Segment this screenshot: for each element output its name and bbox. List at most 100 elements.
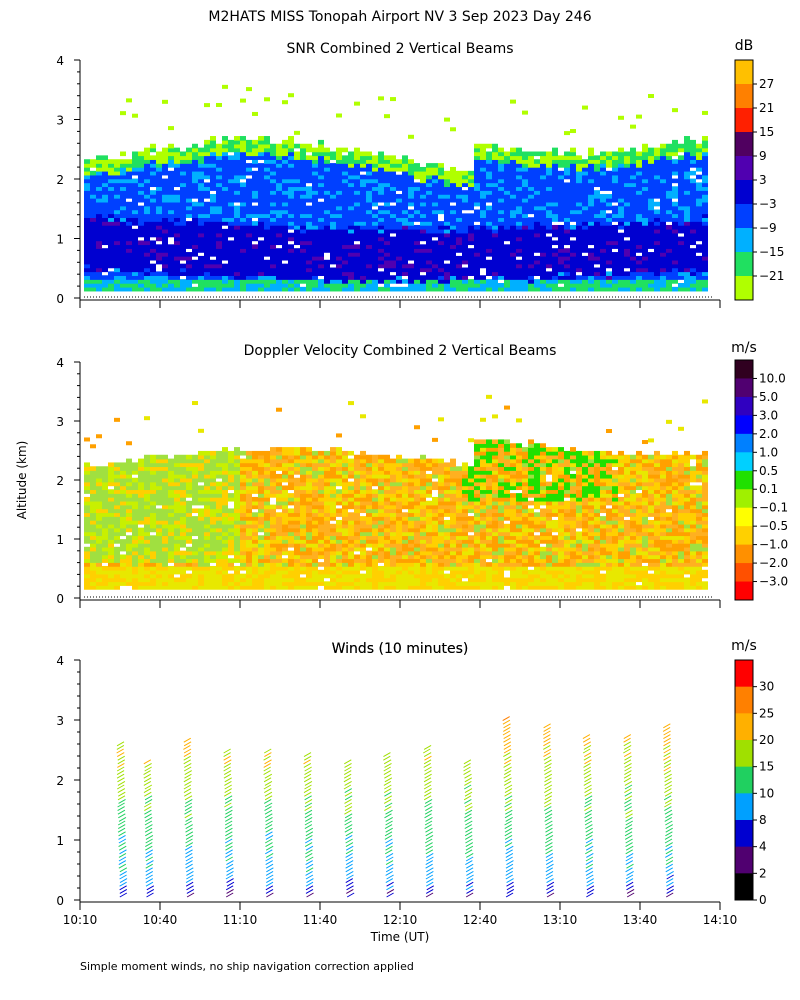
- snr-cell: [414, 271, 420, 276]
- doppler-cell: [228, 523, 234, 529]
- snr-cell: [426, 275, 432, 280]
- snr-cell: [96, 282, 102, 288]
- snr-cell: [468, 236, 474, 242]
- snr-cell: [372, 282, 378, 288]
- doppler-cell: [168, 481, 174, 487]
- snr-cell: [492, 259, 498, 265]
- doppler-cell: [144, 416, 150, 421]
- snr-cell: [558, 232, 564, 238]
- doppler-cell: [228, 462, 234, 468]
- snr-cell: [648, 151, 654, 157]
- snr-cell: [456, 248, 462, 253]
- snr-cell: [402, 166, 408, 172]
- doppler-cell: [102, 512, 108, 517]
- doppler-cell: [258, 450, 264, 456]
- snr-cell: [462, 197, 468, 203]
- doppler-cell: [186, 577, 192, 583]
- doppler-cell: [288, 539, 294, 544]
- snr-cell: [402, 267, 408, 273]
- snr-cell: [612, 217, 618, 222]
- doppler-cell: [282, 585, 288, 590]
- snr-cell: [696, 190, 702, 195]
- snr-cell: [288, 205, 294, 211]
- snr-cell: [450, 279, 456, 284]
- snr-cell: [492, 201, 498, 207]
- doppler-cell: [258, 523, 264, 529]
- snr-cell: [318, 224, 324, 230]
- snr-cell: [462, 279, 468, 284]
- snr-cell: [138, 209, 144, 215]
- doppler-cell: [222, 554, 228, 560]
- snr-cell: [498, 182, 504, 188]
- snr-cell: [252, 232, 258, 238]
- snr-cell: [246, 209, 252, 215]
- snr-cell: [504, 155, 510, 160]
- snr-cell: [636, 114, 642, 119]
- doppler-cell: [246, 577, 252, 583]
- doppler-cell: [126, 485, 132, 491]
- snr-cell: [492, 209, 498, 215]
- snr-cell: [96, 248, 102, 253]
- doppler-cell: [186, 458, 192, 464]
- snr-cell: [486, 232, 492, 238]
- snr-cell: [234, 155, 240, 160]
- snr-cell: [264, 139, 270, 145]
- snr-cell: [402, 174, 408, 180]
- doppler-cell: [84, 496, 90, 502]
- snr-cell: [624, 271, 630, 276]
- doppler-cell: [120, 500, 126, 506]
- doppler-cell: [222, 462, 228, 468]
- doppler-cell: [198, 539, 204, 544]
- snr-cell: [120, 166, 126, 172]
- snr-cell: [114, 286, 120, 292]
- snr-cell: [294, 236, 300, 242]
- doppler-cell: [204, 573, 210, 579]
- doppler-cell: [300, 585, 306, 590]
- snr-cell: [624, 155, 630, 160]
- snr-cell: [378, 194, 384, 199]
- doppler-cell: [174, 546, 180, 552]
- snr-cell: [378, 205, 384, 211]
- snr-cell: [558, 201, 564, 207]
- snr-cell: [210, 194, 216, 199]
- snr-cell: [240, 166, 246, 172]
- snr-cell: [510, 217, 516, 222]
- snr-cell: [504, 197, 510, 203]
- doppler-cell: [198, 493, 204, 498]
- snr-cell: [522, 174, 528, 180]
- snr-cell: [336, 155, 342, 160]
- snr-cell: [198, 174, 204, 180]
- doppler-cell: [234, 504, 240, 510]
- snr-cell: [174, 182, 180, 188]
- doppler-cell: [114, 512, 120, 517]
- snr-cell: [456, 182, 462, 188]
- snr-cell: [594, 166, 600, 172]
- snr-cell: [612, 182, 618, 188]
- snr-cell: [504, 221, 510, 226]
- snr-cell: [570, 232, 576, 238]
- snr-cell: [528, 209, 534, 215]
- snr-cell: [504, 217, 510, 222]
- snr-cell: [510, 205, 516, 211]
- snr-cell: [672, 224, 678, 230]
- snr-cell: [390, 252, 396, 257]
- doppler-cell: [264, 531, 270, 537]
- snr-cell: [288, 244, 294, 249]
- snr-cell: [114, 271, 120, 276]
- doppler-cell: [252, 523, 258, 529]
- snr-cell: [192, 259, 198, 265]
- doppler-cell: [282, 527, 288, 533]
- snr-cell: [528, 267, 534, 273]
- snr-cell: [696, 282, 702, 288]
- snr-cell: [192, 201, 198, 207]
- doppler-cell: [198, 485, 204, 491]
- snr-cell: [252, 174, 258, 180]
- doppler-cell: [246, 481, 252, 487]
- snr-cell: [114, 221, 120, 226]
- snr-cell: [564, 228, 570, 234]
- snr-cell: [384, 224, 390, 230]
- snr-cell: [186, 259, 192, 265]
- snr-cell: [258, 221, 264, 226]
- doppler-cell: [180, 462, 186, 468]
- snr-cell: [162, 252, 168, 257]
